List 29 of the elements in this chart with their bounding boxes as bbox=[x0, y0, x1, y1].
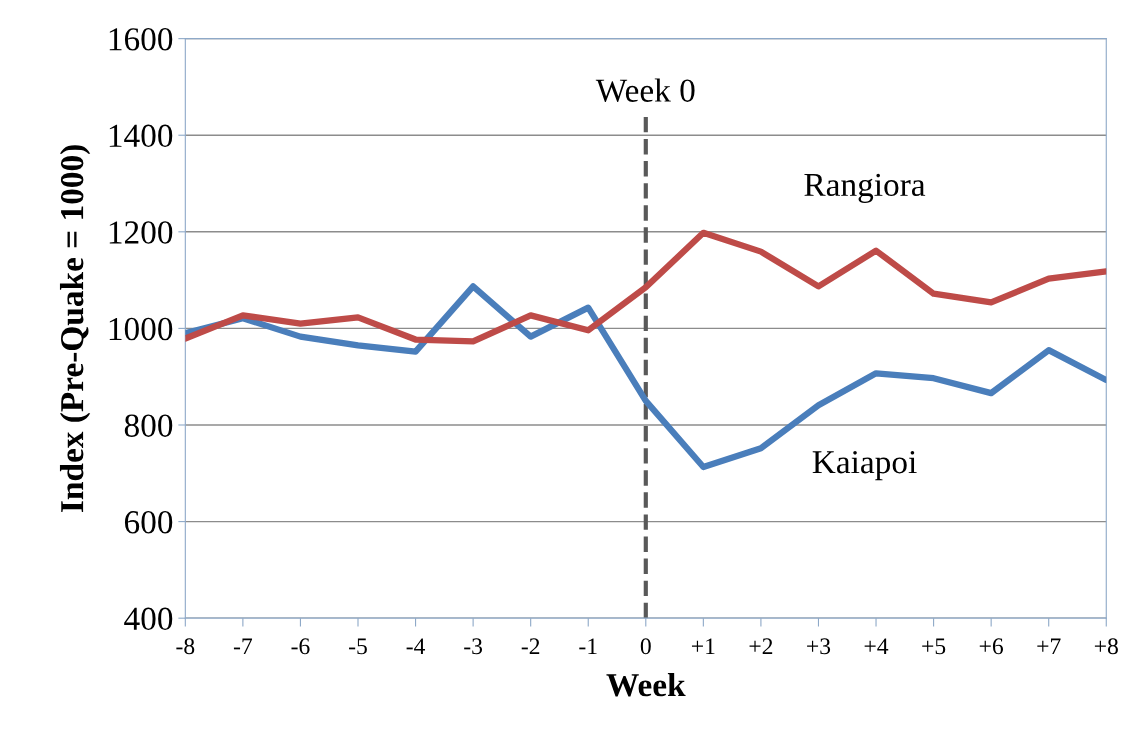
y-axis-title: Index (Pre-Quake = 1000) bbox=[59, 145, 91, 512]
x-tick-label: +3 bbox=[807, 638, 831, 655]
y-tick-label: 1200 bbox=[109, 221, 173, 244]
x-tick-label: +7 bbox=[1037, 638, 1061, 654]
x-tick-label: -3 bbox=[464, 638, 483, 655]
x-axis-title: Week bbox=[606, 672, 686, 697]
y-tick-label: 1600 bbox=[109, 28, 173, 51]
y-tick-label: 400 bbox=[124, 607, 173, 631]
x-tick-label: -5 bbox=[349, 638, 367, 655]
x-tick-label: +5 bbox=[922, 638, 946, 655]
y-tick-label: 600 bbox=[124, 510, 173, 534]
x-tick-label: -7 bbox=[233, 638, 253, 654]
x-tick-label: -2 bbox=[521, 638, 540, 654]
x-tick-label: -1 bbox=[579, 638, 597, 654]
x-tick-label: +2 bbox=[749, 638, 773, 654]
x-tick-label: -4 bbox=[406, 638, 426, 654]
x-tick-label: 0 bbox=[640, 638, 651, 655]
series-label: Rangiora bbox=[804, 173, 926, 203]
ref-line-label: Week 0 bbox=[595, 78, 695, 103]
y-tick-label: 1000 bbox=[109, 317, 173, 341]
x-tick-label: +4 bbox=[864, 638, 889, 654]
y-tick-label: 1400 bbox=[109, 124, 173, 148]
x-tick-label: +8 bbox=[1094, 638, 1118, 655]
x-tick-label: -8 bbox=[176, 638, 195, 655]
x-tick-label: -6 bbox=[291, 638, 310, 655]
series-label: Kaiapoi bbox=[812, 451, 917, 481]
x-tick-label: +1 bbox=[691, 638, 715, 654]
y-tick-label: 800 bbox=[124, 414, 173, 437]
x-tick-label: +6 bbox=[979, 638, 1004, 655]
